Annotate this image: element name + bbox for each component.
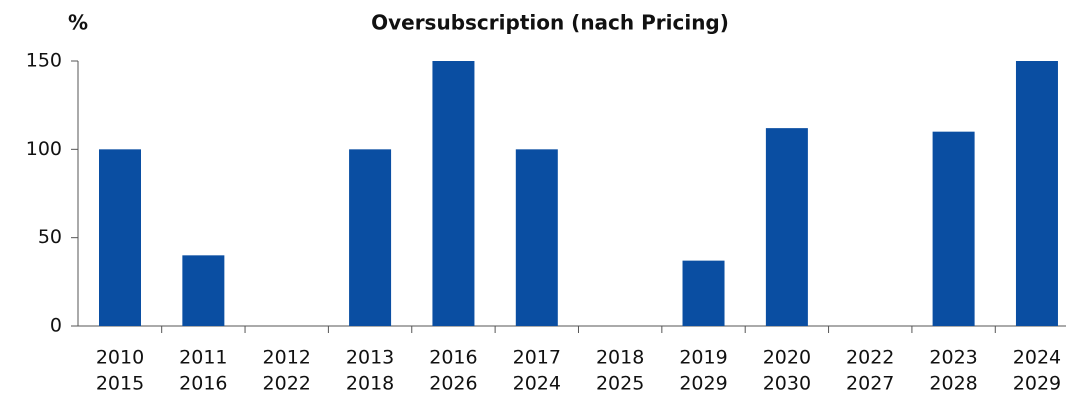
- x-tick-label: 2012: [263, 347, 311, 369]
- bar: [765, 128, 808, 326]
- x-tick-label: 2022: [846, 347, 894, 369]
- x-tick-label: 2017: [513, 347, 561, 369]
- y-tick-label: 0: [50, 315, 62, 337]
- bar: [682, 260, 725, 326]
- y-tick-label: 50: [38, 226, 62, 248]
- x-tick-label: 2030: [763, 373, 811, 395]
- x-tick-label: 2018: [346, 373, 394, 395]
- x-tick-label: 2016: [179, 373, 227, 395]
- x-tick-label: 2019: [679, 347, 727, 369]
- y-axis-label: %: [68, 11, 88, 35]
- x-tick-label: 2022: [263, 373, 311, 395]
- x-tick-label: 2011: [179, 347, 227, 369]
- y-tick-label: 100: [26, 138, 62, 160]
- x-tick-label: 2010: [96, 347, 144, 369]
- x-tick-label: 2013: [346, 347, 394, 369]
- x-tick-label: 2027: [846, 373, 894, 395]
- bar: [432, 61, 475, 326]
- bar: [349, 149, 392, 326]
- x-tick-label: 2024: [513, 373, 561, 395]
- bar: [1015, 61, 1058, 326]
- x-tick-label: 2023: [929, 347, 977, 369]
- x-tick-label: 2024: [1013, 347, 1061, 369]
- x-tick-label: 2026: [429, 373, 477, 395]
- x-tick-label: 2015: [96, 373, 144, 395]
- x-tick-label: 2025: [596, 373, 644, 395]
- x-tick-label: 2016: [429, 347, 477, 369]
- x-tick-label: 2020: [763, 347, 811, 369]
- x-tick-label: 2029: [679, 373, 727, 395]
- bar: [932, 131, 975, 326]
- chart-title: Oversubscription (nach Pricing): [371, 11, 729, 35]
- bar: [515, 149, 558, 326]
- x-tick-label: 2018: [596, 347, 644, 369]
- bar: [182, 255, 225, 326]
- x-tick-label: 2029: [1013, 373, 1061, 395]
- y-tick-label: 150: [26, 50, 62, 72]
- bar: [99, 149, 141, 326]
- x-tick-label: 2028: [929, 373, 977, 395]
